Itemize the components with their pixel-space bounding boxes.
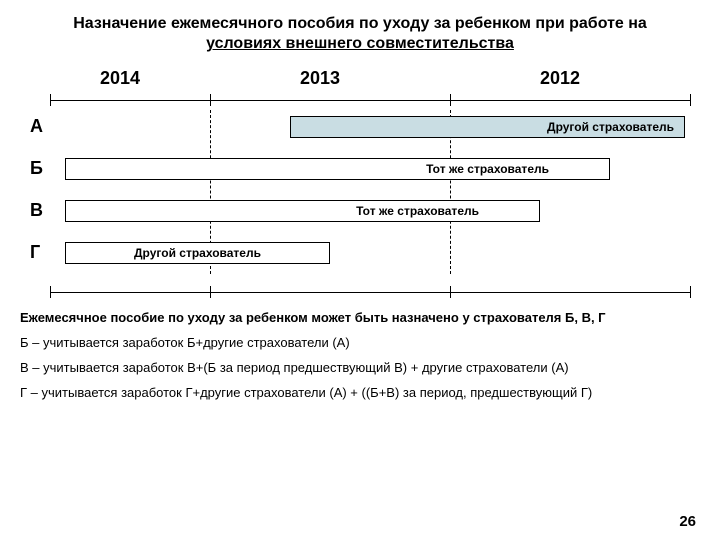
- page-number: 26: [679, 513, 696, 530]
- gantt-chart: 2014 2013 2012 А Б В Г Другой страховате…: [30, 68, 690, 298]
- bar-G: Другой страхователь: [65, 242, 330, 264]
- bar-G-label: Другой страхователь: [134, 246, 261, 260]
- para3: В – учитывается заработок В+(Б за период…: [20, 360, 700, 375]
- row-label-G: Г: [30, 242, 40, 263]
- bar-B-label: Тот же страхователь: [426, 162, 549, 176]
- para2: Б – учитывается заработок Б+другие страх…: [20, 335, 700, 350]
- row-label-V: В: [30, 200, 43, 221]
- body-text: Ежемесячное пособие по уходу за ребенком…: [20, 310, 700, 400]
- bar-A: Другой страхователь: [290, 116, 685, 138]
- bar-V: Тот же страхователь: [65, 200, 540, 222]
- row-label-B: Б: [30, 158, 43, 179]
- row-label-A: А: [30, 116, 43, 137]
- para4: Г – учитывается заработок Г+другие страх…: [20, 385, 700, 400]
- year-labels: 2014 2013 2012: [30, 68, 690, 94]
- para1: Ежемесячное пособие по уходу за ребенком…: [20, 310, 700, 325]
- year-2012: 2012: [540, 68, 580, 89]
- title-line2: условиях внешнего совместительства: [20, 34, 700, 54]
- axis-bot: [30, 286, 690, 298]
- bar-B: Тот же страхователь: [65, 158, 610, 180]
- bar-A-label: Другой страхователь: [547, 120, 674, 134]
- page-title: Назначение ежемесячного пособия по уходу…: [20, 14, 700, 54]
- title-line1: Назначение ежемесячного пособия по уходу…: [20, 14, 700, 34]
- axis-top: [30, 94, 690, 106]
- bar-V-label: Тот же страхователь: [356, 204, 479, 218]
- year-2014: 2014: [100, 68, 140, 89]
- year-2013: 2013: [300, 68, 340, 89]
